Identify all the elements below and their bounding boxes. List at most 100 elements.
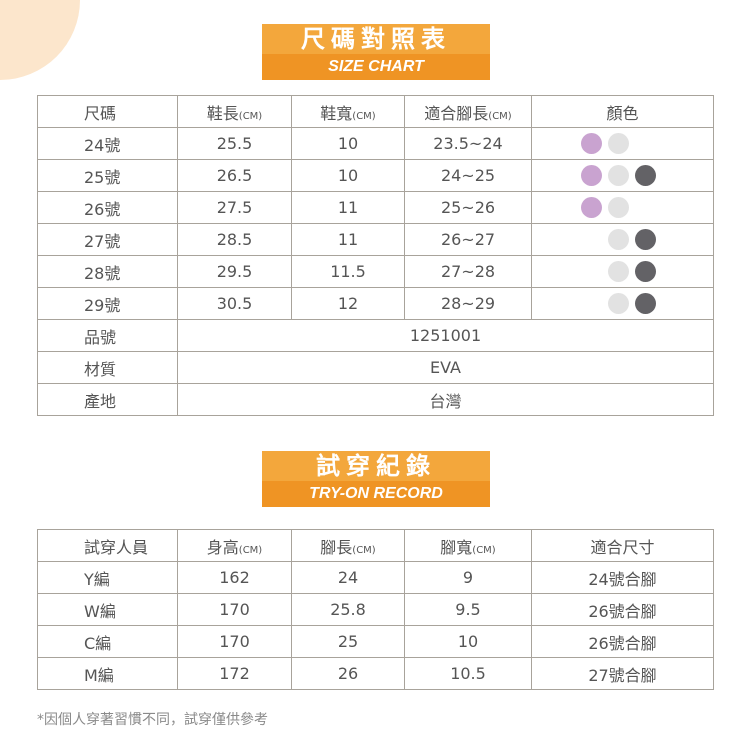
header-row: 尺碼 鞋長(CM) 鞋寬(CM) 適合腳長(CM) 顏色 — [37, 95, 714, 128]
table-cell: 162 — [177, 561, 292, 594]
header-label: 腳長 — [320, 537, 353, 557]
info-value: 台灣 — [177, 383, 714, 416]
footnote: *因個人穿著習慣不同，試穿僅供參考 — [37, 712, 268, 728]
column-header: 身高(CM) — [177, 529, 292, 562]
table-row: 29號 30.5 12 28~29 — [37, 287, 714, 320]
color-swatch-light — [608, 133, 629, 154]
table-cell: Y編 — [37, 561, 178, 594]
header-row: 試穿人員 身高(CM) 腳長(CM) 腳寬(CM) 適合尺寸 — [37, 529, 714, 562]
table-cell: 26.5 — [177, 159, 292, 192]
table-cell: 12 — [291, 287, 405, 320]
color-swatch-dark — [635, 229, 656, 250]
color-swatch-light — [608, 229, 629, 250]
table-cell: 10.5 — [404, 657, 532, 690]
color-swatch-dark — [635, 261, 656, 282]
table-row: 27號 28.5 11 26~27 — [37, 223, 714, 256]
info-label: 材質 — [37, 351, 178, 384]
header-unit: (CM) — [352, 544, 376, 556]
column-header: 腳長(CM) — [291, 529, 405, 562]
color-swatch-purple — [581, 197, 602, 218]
table-row: W編 170 25.8 9.5 26號合腳 — [37, 593, 714, 626]
header-unit: (CM) — [352, 110, 376, 122]
table-row: 28號 29.5 11.5 27~28 — [37, 255, 714, 288]
table-cell: 25.8 — [291, 593, 405, 626]
table-row: Y編 162 24 9 24號合腳 — [37, 561, 714, 594]
header-label: 尺碼 — [84, 103, 117, 123]
table-cell: 25.5 — [177, 127, 292, 160]
table-cell: 170 — [177, 593, 292, 626]
column-header: 適合腳長(CM) — [404, 95, 532, 128]
column-header: 適合尺寸 — [531, 529, 714, 562]
table-cell: 27號 — [37, 223, 178, 256]
table-cell: 28.5 — [177, 223, 292, 256]
info-value: EVA — [177, 351, 714, 384]
tryon-subtitle: TRY-ON RECORD — [262, 481, 490, 507]
table-cell: 170 — [177, 625, 292, 658]
table-cell: W編 — [37, 593, 178, 626]
table-row: 26號 27.5 11 25~26 — [37, 191, 714, 224]
table-cell: 24號合腳 — [531, 561, 714, 594]
table-cell: 27號合腳 — [531, 657, 714, 690]
header-unit: (CM) — [472, 544, 496, 556]
table-cell: 26號合腳 — [531, 625, 714, 658]
table-cell: 28~29 — [404, 287, 532, 320]
size-chart-table: 尺碼 鞋長(CM) 鞋寬(CM) 適合腳長(CM) 顏色 24號 25.5 10 23.5~24… — [37, 95, 714, 416]
info-label: 品號 — [37, 319, 178, 352]
color-swatch-dark — [635, 293, 656, 314]
info-label: 產地 — [37, 383, 178, 416]
table-cell: 28號 — [37, 255, 178, 288]
info-value: 1251001 — [177, 319, 714, 352]
color-swatch-purple — [581, 165, 602, 186]
table-row: 24號 25.5 10 23.5~24 — [37, 127, 714, 160]
table-cell: 26號 — [37, 191, 178, 224]
table-cell: 10 — [404, 625, 532, 658]
color-swatch-dark — [635, 165, 656, 186]
color-swatch-light — [608, 293, 629, 314]
table-cell: 11 — [291, 191, 405, 224]
table-cell: 10 — [291, 127, 405, 160]
table-cell: 26~27 — [404, 223, 532, 256]
table-cell: 172 — [177, 657, 292, 690]
table-cell: 25號 — [37, 159, 178, 192]
table-cell: 11.5 — [291, 255, 405, 288]
table-cell: 9 — [404, 561, 532, 594]
size-chart-subtitle: SIZE CHART — [262, 54, 490, 80]
header-label: 鞋寬 — [320, 103, 353, 123]
table-cell: 23.5~24 — [404, 127, 532, 160]
color-cell — [531, 191, 714, 224]
table-cell: 27~28 — [404, 255, 532, 288]
header-label: 適合腳長 — [424, 103, 489, 123]
color-cell — [531, 159, 714, 192]
column-header: 鞋長(CM) — [177, 95, 292, 128]
header-unit: (CM) — [238, 110, 263, 122]
header-label: 適合尺寸 — [590, 537, 655, 557]
table-cell: M編 — [37, 657, 178, 690]
header-label: 腳寬 — [440, 537, 473, 557]
color-cell — [531, 287, 714, 320]
header-unit: (CM) — [488, 110, 512, 122]
info-row: 材質 EVA — [37, 351, 714, 384]
header-label: 鞋長 — [206, 103, 239, 123]
table-cell: 11 — [291, 223, 405, 256]
table-cell: 29.5 — [177, 255, 292, 288]
table-cell: 26 — [291, 657, 405, 690]
table-cell: C編 — [37, 625, 178, 658]
tryon-title: 試穿紀錄 — [262, 451, 490, 481]
column-header: 腳寬(CM) — [404, 529, 532, 562]
table-cell: 30.5 — [177, 287, 292, 320]
size-chart-banner: 尺碼對照表 SIZE CHART — [262, 24, 490, 82]
color-cell — [531, 127, 714, 160]
color-swatch-purple — [581, 133, 602, 154]
table-cell: 10 — [291, 159, 405, 192]
table-row: M編 172 26 10.5 27號合腳 — [37, 657, 714, 690]
header-label: 身高 — [206, 537, 239, 557]
size-chart-title: 尺碼對照表 — [262, 24, 490, 54]
table-cell: 24~25 — [404, 159, 532, 192]
table-cell: 24號 — [37, 127, 178, 160]
color-swatch-light — [608, 165, 629, 186]
table-cell: 24 — [291, 561, 405, 594]
info-row: 品號 1251001 — [37, 319, 714, 352]
header-label: 試穿人員 — [84, 537, 149, 557]
color-cell — [531, 223, 714, 256]
table-row: C編 170 25 10 26號合腳 — [37, 625, 714, 658]
